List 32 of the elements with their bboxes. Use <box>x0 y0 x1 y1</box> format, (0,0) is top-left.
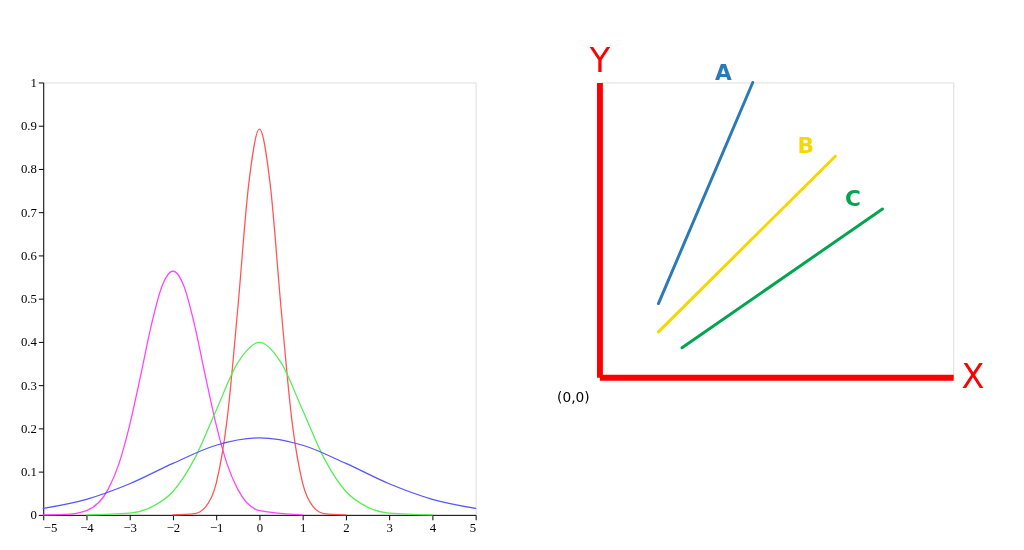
series-label: B <box>797 133 815 159</box>
y-tick-label: 0.1 <box>20 465 37 480</box>
y-tick-label: 0.9 <box>20 119 37 134</box>
y-tick-label: 0.3 <box>20 378 37 393</box>
y-tick-label: 0 <box>30 508 37 523</box>
x-tick-label: 3 <box>386 521 393 536</box>
x-tick-label: 4 <box>429 521 437 536</box>
y-tick-label: 1 <box>30 75 37 90</box>
x-tick-label: −1 <box>209 521 224 536</box>
line-series <box>85 341 434 516</box>
x-tick-label: −3 <box>123 521 138 536</box>
line-series <box>42 270 304 516</box>
x-tick-label: −4 <box>80 521 95 536</box>
x-tick-label: 0 <box>256 521 264 536</box>
y-tick-label: 0.7 <box>20 205 38 220</box>
y-tick-label: 0.8 <box>20 162 37 177</box>
x-axis-title: X <box>961 356 985 396</box>
y-tick-label: 0.4 <box>20 335 38 350</box>
y-tick-label: 0.5 <box>20 292 37 307</box>
series-label: C <box>845 186 861 211</box>
text: (0,0) <box>557 388 590 405</box>
x-tick-label: 2 <box>343 521 350 536</box>
x-tick-label: 1 <box>299 521 307 536</box>
y-axis-title: Y <box>588 41 611 81</box>
x-tick-label: −5 <box>43 521 58 536</box>
line-series <box>42 437 477 510</box>
y-tick-label: 0.6 <box>20 248 37 263</box>
x-tick-label: −2 <box>166 521 181 536</box>
y-tick-label: 0.2 <box>20 421 37 436</box>
x-tick-label: 5 <box>469 521 477 536</box>
series-label: A <box>714 59 732 85</box>
line-series <box>172 128 347 516</box>
